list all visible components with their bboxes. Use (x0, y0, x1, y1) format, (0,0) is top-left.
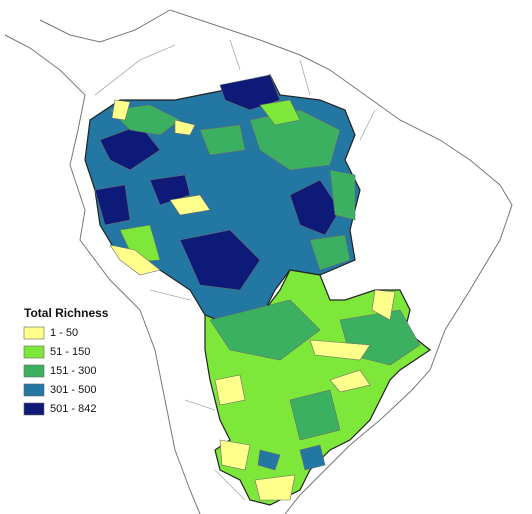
legend-label: 301 - 500 (50, 384, 96, 396)
sub-basin (109, 104, 181, 136)
plata-basin (204, 269, 432, 506)
legend-label: 1 - 50 (50, 327, 78, 339)
continent-outline (39, 9, 513, 514)
sub-basin (149, 174, 191, 206)
sub-basin (249, 109, 341, 171)
sub-basin (371, 289, 396, 321)
amazon-basin (84, 74, 361, 326)
sub-basin (309, 234, 351, 271)
legend-title: Total Richness (24, 306, 109, 320)
sub-basin (199, 124, 246, 156)
legend-swatch (23, 364, 45, 378)
country-border (94, 39, 376, 501)
legend-swatch (23, 326, 45, 340)
sub-basin (299, 444, 326, 471)
sub-basin (174, 119, 196, 136)
sub-basin (209, 299, 321, 361)
legend-label: 151 - 300 (50, 365, 96, 377)
sub-basin (169, 194, 211, 216)
sub-basin (289, 179, 341, 236)
coastline (4, 9, 513, 514)
legend-label: 51 - 150 (50, 346, 90, 358)
sub-basin (179, 229, 261, 291)
legend-swatch (23, 345, 45, 359)
sub-basin (289, 389, 341, 441)
legend-swatch (23, 402, 45, 416)
sub-basin (329, 369, 371, 393)
legend-swatch (23, 383, 45, 397)
sub-basin (219, 439, 251, 471)
sub-basin (109, 244, 161, 276)
legend-label: 501 - 842 (50, 403, 96, 415)
continent-outline-west (4, 34, 201, 514)
sub-basin (254, 474, 296, 501)
sub-basin (214, 374, 246, 406)
sub-basin (111, 99, 131, 121)
legend: Total Richness 1 - 50 51 - 150 151 - 300 30… (23, 306, 109, 416)
sub-basin (257, 449, 281, 471)
sub-basin (309, 339, 371, 361)
sub-basin (259, 99, 301, 126)
sub-basin (329, 169, 356, 221)
sub-basin (94, 184, 131, 226)
